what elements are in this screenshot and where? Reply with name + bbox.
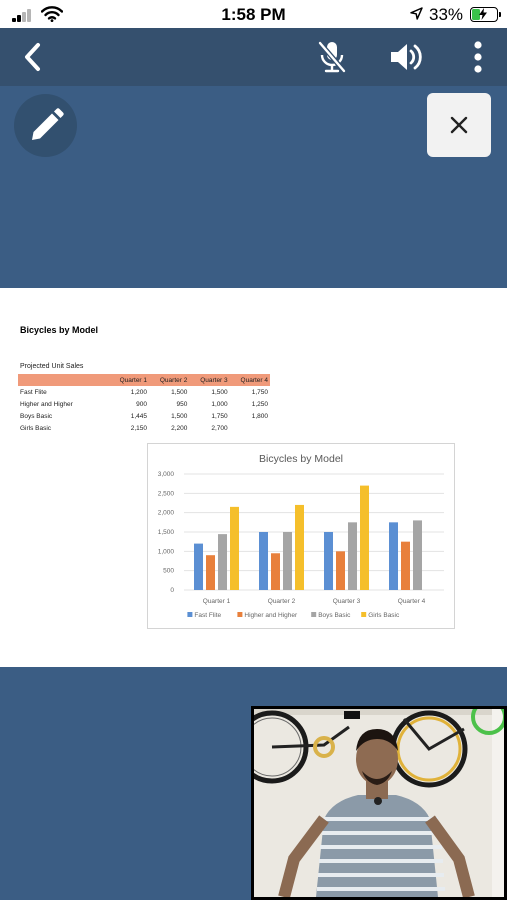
chart-bar xyxy=(206,555,215,590)
y-tick-label: 500 xyxy=(163,568,174,575)
legend-label: Boys Basic xyxy=(318,612,351,619)
chart-bar xyxy=(295,504,304,590)
y-tick-label: 1,000 xyxy=(158,548,175,555)
chart-bar xyxy=(389,522,398,590)
chart-bar xyxy=(271,553,280,590)
mute-microphone-button[interactable] xyxy=(310,28,354,86)
chart-bar xyxy=(348,522,357,590)
table-header-row: Quarter 1 Quarter 2 Quarter 3 Quarter 4 xyxy=(18,374,270,386)
table-cell: 1,750 xyxy=(251,388,268,396)
call-toolbar xyxy=(0,28,507,86)
x-tick-label: Quarter 4 xyxy=(398,598,426,605)
table-row: Girls Basic 2,150 2,200 2,700 xyxy=(18,422,270,434)
table-cell: 2,150 xyxy=(130,424,148,432)
status-time: 1:58 PM xyxy=(221,5,286,24)
y-tick-label: 0 xyxy=(170,587,174,594)
table-cell: Girls Basic xyxy=(20,424,52,432)
location-arrow-icon xyxy=(410,7,423,20)
chart-bar xyxy=(230,506,239,590)
shared-document: Bicycles by Model Projected Unit Sales Q… xyxy=(0,288,507,667)
x-tick-label: Quarter 2 xyxy=(268,598,296,605)
chart-bar xyxy=(283,532,292,590)
cellular-signal-icon xyxy=(12,8,34,22)
battery-charging-icon xyxy=(470,7,501,22)
legend-swatch xyxy=(361,612,367,617)
table-header-cell: Quarter 2 xyxy=(149,374,190,386)
table-row: Higher and Higher 900 950 1,000 1,250 xyxy=(18,398,270,410)
y-tick-label: 1,500 xyxy=(158,529,175,536)
chart-bar xyxy=(336,551,345,590)
back-chevron-icon xyxy=(25,43,40,71)
chart-bar xyxy=(401,541,410,590)
wifi-icon xyxy=(41,6,63,22)
table-cell: 2,200 xyxy=(171,424,188,432)
x-tick-label: Quarter 1 xyxy=(203,598,231,605)
more-options-button[interactable] xyxy=(464,28,492,86)
pencil-icon xyxy=(31,107,64,140)
legend-swatch xyxy=(311,612,317,617)
legend-swatch xyxy=(187,612,193,617)
speaker-icon xyxy=(391,44,422,70)
legend-label: Fast Flite xyxy=(194,612,221,619)
table-cell: 1,250 xyxy=(251,400,268,408)
y-tick-label: 2,000 xyxy=(158,510,175,517)
x-tick-label: Quarter 3 xyxy=(333,598,361,605)
table-cell: 2,700 xyxy=(211,424,228,432)
participant-video-frame xyxy=(254,709,504,897)
table-cell: 1,500 xyxy=(211,388,228,396)
chart-title: Bicycles by Model xyxy=(259,453,343,465)
participant-video-pip[interactable] xyxy=(251,706,507,900)
close-share-button[interactable] xyxy=(427,93,491,157)
table-cell: 1,000 xyxy=(211,400,228,408)
table-cell: 1,500 xyxy=(171,412,188,420)
battery-level-fill xyxy=(472,9,480,20)
y-tick-label: 2,500 xyxy=(158,490,175,497)
legend-label: Higher and Higher xyxy=(244,612,298,619)
chart-bar xyxy=(324,532,333,590)
table-cell xyxy=(230,422,270,434)
sheet-caption: Projected Unit Sales xyxy=(20,363,84,370)
table-cell: Boys Basic xyxy=(20,412,53,420)
chart-bar xyxy=(194,543,203,590)
table-row: Fast Flite 1,200 1,500 1,500 1,750 xyxy=(18,386,270,398)
table-row: Boys Basic 1,445 1,500 1,750 1,800 xyxy=(18,410,270,422)
chart-bar xyxy=(360,485,369,590)
close-x-icon xyxy=(450,116,468,134)
table-header-cell: Quarter 1 xyxy=(108,374,150,386)
table-cell: 1,750 xyxy=(211,412,228,420)
microphone-muted-icon xyxy=(318,41,346,73)
table-cell: 1,500 xyxy=(171,388,188,396)
legend-label: Girls Basic xyxy=(368,612,400,619)
bar-chart: Bicycles by Model 0 500 1,000 1,500 2,000 2,50… xyxy=(147,443,455,629)
table-header-cell: Quarter 4 xyxy=(229,374,270,386)
status-bar: 1:58 PM 33% xyxy=(0,0,507,28)
annotate-button[interactable] xyxy=(14,94,77,157)
bar-chart-svg: Bicycles by Model 0 500 1,000 1,500 2,000 2,50… xyxy=(158,453,444,619)
y-tick-label: 3,000 xyxy=(158,471,175,478)
table-cell: 1,800 xyxy=(251,412,268,420)
battery-percent: 33% xyxy=(429,5,464,24)
chart-bar xyxy=(413,520,422,590)
participant-video xyxy=(254,709,504,897)
table-cell: 900 xyxy=(136,400,148,408)
legend-swatch xyxy=(237,612,243,617)
table-cell: Fast Flite xyxy=(20,388,47,396)
spreadsheet-table: Quarter 1 Quarter 2 Quarter 3 Quarter 4 … xyxy=(18,374,270,434)
table-header-cell xyxy=(18,374,109,386)
more-vertical-icon xyxy=(474,41,482,73)
chart-bar xyxy=(218,534,227,590)
table-cell: 950 xyxy=(176,400,188,408)
document-title: Bicycles by Model xyxy=(20,325,99,335)
back-button[interactable] xyxy=(14,28,50,86)
table-header-cell: Quarter 3 xyxy=(189,374,230,386)
chart-bar xyxy=(259,532,268,590)
table-cell: Higher and Higher xyxy=(20,400,73,408)
table-cell: 1,445 xyxy=(130,412,148,420)
speaker-button[interactable] xyxy=(384,28,428,86)
table-cell: 1,200 xyxy=(130,388,148,396)
